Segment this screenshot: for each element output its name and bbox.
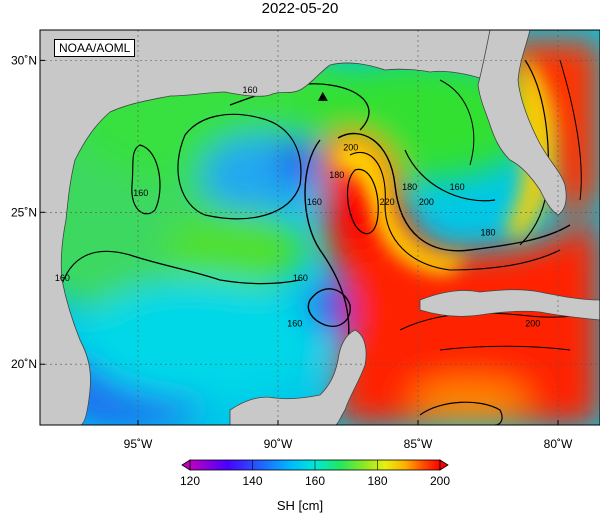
land-masses bbox=[40, 30, 600, 425]
axis-labels: 95˚W 90˚W 85˚W 80˚W 30˚N 25˚N 20˚N bbox=[11, 53, 573, 451]
florida-peninsula bbox=[477, 30, 567, 216]
lat-tick-label: 20˚N bbox=[11, 357, 37, 371]
cuba bbox=[419, 289, 600, 321]
colorbar-tick-label: 140 bbox=[242, 474, 262, 488]
credit-label: NOAA/AOML bbox=[54, 39, 136, 57]
yucatan bbox=[229, 329, 367, 425]
contour-label: 180 bbox=[329, 170, 344, 180]
contour-label: 220 bbox=[380, 197, 395, 207]
colorbar-tick-label: 160 bbox=[305, 474, 325, 488]
contour-label: 200 bbox=[343, 143, 358, 153]
contour-label: 160 bbox=[293, 273, 308, 283]
contour-label: 180 bbox=[402, 182, 417, 192]
map-title: 2022-05-20 bbox=[261, 0, 339, 17]
lon-tick-label: 85˚W bbox=[404, 437, 433, 451]
lon-tick-label: 80˚W bbox=[544, 437, 573, 451]
us-gulf-coast bbox=[40, 30, 521, 425]
colorbar: 120 140 160 180 200 bbox=[180, 459, 450, 488]
lat-tick-label: 30˚N bbox=[11, 53, 37, 67]
colorbar-tick-label: 180 bbox=[367, 474, 387, 488]
colorbar-tick-label: 120 bbox=[180, 474, 200, 488]
station-marker[interactable] bbox=[317, 91, 328, 101]
colorbar-under-arrow bbox=[181, 459, 191, 471]
graticule bbox=[40, 30, 600, 425]
contour-label: 160 bbox=[307, 197, 322, 207]
colorbar-unit: SH [cm] bbox=[276, 498, 324, 513]
contour-label: 160 bbox=[242, 85, 257, 95]
lon-tick-label: 95˚W bbox=[124, 437, 153, 451]
colorbar-tick-label: 200 bbox=[430, 474, 450, 488]
contour-label: 160 bbox=[133, 188, 148, 198]
lat-tick-label: 25˚N bbox=[11, 205, 37, 219]
contour-label: 160 bbox=[450, 182, 465, 192]
map-frame bbox=[39, 29, 600, 426]
contour-label: 160 bbox=[55, 273, 70, 283]
contour-label: 200 bbox=[525, 319, 540, 329]
contour-lines bbox=[59, 59, 600, 425]
contour-label: 180 bbox=[480, 228, 495, 238]
lon-tick-label: 90˚W bbox=[264, 437, 293, 451]
colorbar-over-arrow bbox=[439, 459, 449, 471]
contour-label: 160 bbox=[287, 319, 302, 329]
contour-label: 200 bbox=[419, 197, 434, 207]
